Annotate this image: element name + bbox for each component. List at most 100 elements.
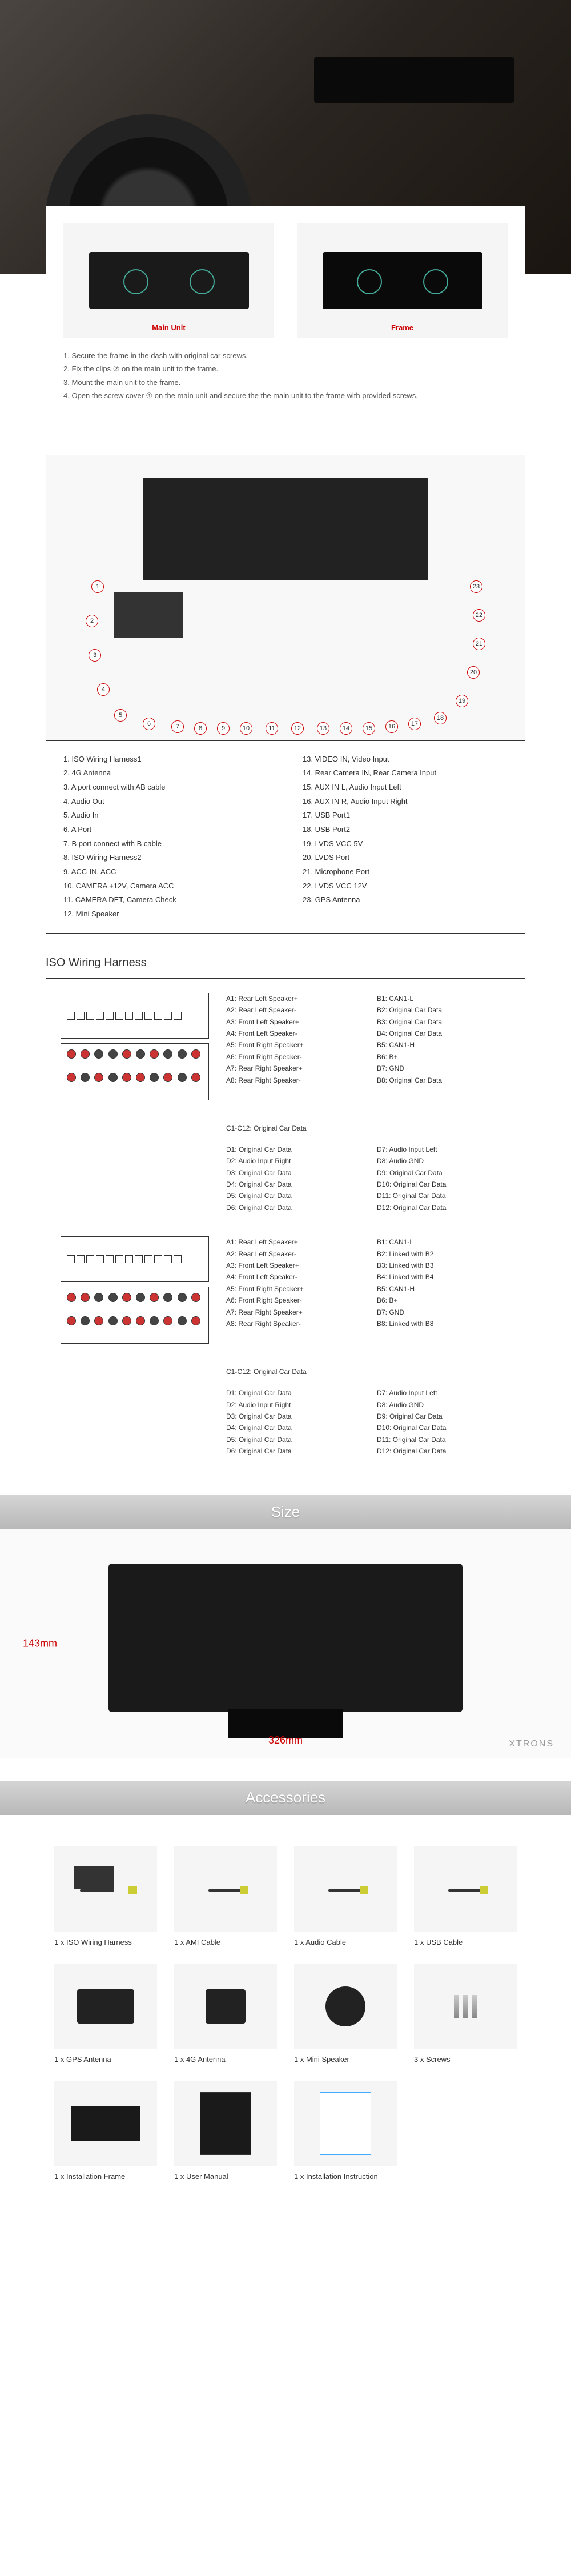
pin-label: A4: Front Left Speaker- <box>226 1028 360 1039</box>
pin-label: B3: Original Car Data <box>377 1016 510 1028</box>
iso2-col-d1: D1: Original Car Data D2: Audio Input Ri… <box>226 1387 360 1457</box>
pin-label: D8: Audio GND <box>377 1399 510 1411</box>
accessory-label: 1 x AMI Cable <box>174 1938 277 1946</box>
accessory-label: 1 x ISO Wiring Harness <box>54 1938 157 1946</box>
connector-item: 7. B port connect with B cable <box>63 837 268 851</box>
pin-label: D5: Original Car Data <box>226 1190 360 1201</box>
pin-label: A3: Front Left Speaker+ <box>226 1016 360 1028</box>
pin-label: D3: Original Car Data <box>226 1167 360 1179</box>
accessory-item: 1 x 4G Antenna <box>166 1955 286 2072</box>
frame-image: Frame <box>297 223 508 338</box>
pin-label: D2: Audio Input Right <box>226 1399 360 1411</box>
accessory-label: 1 x Installation Instruction <box>294 2172 397 2181</box>
connector-item: 4. Audio Out <box>63 795 268 809</box>
connector-item: 5. Audio In <box>63 808 268 823</box>
accessory-label: 1 x Mini Speaker <box>294 2055 397 2064</box>
pin-label: A5: Front Right Speaker+ <box>226 1039 360 1051</box>
iso-row-2: A1: Rear Left Speaker+ A2: Rear Left Spe… <box>61 1236 510 1351</box>
install-step: 2. Fix the clips ② on the main unit to t… <box>63 362 508 375</box>
size-header: Size <box>0 1495 571 1529</box>
iso2-col-a: A1: Rear Left Speaker+ A2: Rear Left Spe… <box>226 1236 360 1351</box>
pin-label: B4: Linked with B4 <box>377 1271 510 1283</box>
accessory-label: 3 x Screws <box>414 2055 517 2064</box>
height-dimension: 143mm <box>23 1637 57 1649</box>
pin-label: D5: Original Car Data <box>226 1434 360 1445</box>
pin-label: B7: GND <box>377 1307 510 1318</box>
pin-label: A3: Front Left Speaker+ <box>226 1260 360 1271</box>
accessory-label: 1 x 4G Antenna <box>174 2055 277 2064</box>
iso-diagram-1 <box>61 993 209 1107</box>
pin-label: A1: Rear Left Speaker+ <box>226 1236 360 1248</box>
pin-label: B1: CAN1-L <box>377 993 510 1004</box>
accessory-item: 1 x Installation Instruction <box>286 2072 405 2189</box>
pin-label: D7: Audio Input Left <box>377 1387 510 1399</box>
connector-item: 8. ISO Wiring Harness2 <box>63 851 268 865</box>
brand-label: XTRONS <box>509 1739 554 1749</box>
accessory-label: 1 x User Manual <box>174 2172 277 2181</box>
pin-label: D9: Original Car Data <box>377 1167 510 1179</box>
install-step: 1. Secure the frame in the dash with ori… <box>63 349 508 362</box>
pin-label: D7: Audio Input Left <box>377 1144 510 1155</box>
pin-label: D9: Original Car Data <box>377 1411 510 1422</box>
pin-label: A7: Rear Right Speaker+ <box>226 1307 360 1318</box>
wiring-section: 1 2 3 4 5 6 7 8 9 10 11 12 13 14 15 16 1… <box>46 455 525 934</box>
accessory-item: 1 x ISO Wiring Harness <box>46 1838 166 1955</box>
connector-item: 21. Microphone Port <box>303 865 508 879</box>
accessory-item: 1 x AMI Cable <box>166 1838 286 1955</box>
width-dimension: 326mm <box>268 1734 303 1746</box>
pin-label: D2: Audio Input Right <box>226 1155 360 1167</box>
iso1-col-d1: D1: Original Car Data D2: Audio Input Ri… <box>226 1144 360 1213</box>
connector-item: 12. Mini Speaker <box>63 907 268 922</box>
accessories-grid: 1 x ISO Wiring Harness 1 x AMI Cable 1 x… <box>0 1815 571 2212</box>
iso1-c-header: C1-C12: Original Car Data <box>226 1124 510 1132</box>
iso2-col-d2: D7: Audio Input Left D8: Audio GND D9: O… <box>377 1387 510 1457</box>
install-steps: 1. Secure the frame in the dash with ori… <box>63 349 508 403</box>
pin-label: A5: Front Right Speaker+ <box>226 1283 360 1295</box>
connector-item: 3. A port connect with AB cable <box>63 780 268 795</box>
iso1-col-d2: D7: Audio Input Left D8: Audio GND D9: O… <box>377 1144 510 1213</box>
size-device <box>108 1564 463 1712</box>
connector-item: 16. AUX IN R, Audio Input Right <box>303 795 508 809</box>
pin-label: D6: Original Car Data <box>226 1202 360 1213</box>
pin-label: D12: Original Car Data <box>377 1202 510 1213</box>
pin-label: B4: Original Car Data <box>377 1028 510 1039</box>
pin-label: B6: B+ <box>377 1051 510 1063</box>
pin-label: D3: Original Car Data <box>226 1411 360 1422</box>
pin-label: D12: Original Car Data <box>377 1445 510 1457</box>
connector-item: 20. LVDS Port <box>303 851 508 865</box>
iso1-col-b: B1: CAN1-L B2: Original Car Data B3: Ori… <box>377 993 510 1107</box>
accessory-item: 1 x Installation Frame <box>46 2072 166 2189</box>
pin-label: D10: Original Car Data <box>377 1422 510 1433</box>
pin-label: B3: Linked with B3 <box>377 1260 510 1271</box>
connector-item: 11. CAMERA DET, Camera Check <box>63 893 268 907</box>
iso-row-1: A1: Rear Left Speaker+ A2: Rear Left Spe… <box>61 993 510 1107</box>
accessory-item: 1 x Mini Speaker <box>286 1955 405 2072</box>
pin-label: A2: Rear Left Speaker- <box>226 1248 360 1260</box>
pin-label: A8: Rear Right Speaker- <box>226 1318 360 1329</box>
connector-item: 13. VIDEO IN, Video Input <box>303 752 508 767</box>
connector-item: 1. ISO Wiring Harness1 <box>63 752 268 767</box>
pin-label: B6: B+ <box>377 1295 510 1306</box>
pin-label: D8: Audio GND <box>377 1155 510 1167</box>
iso1-col-a: A1: Rear Left Speaker+ A2: Rear Left Spe… <box>226 993 360 1107</box>
pin-label: A6: Front Right Speaker- <box>226 1051 360 1063</box>
pin-label: A4: Front Left Speaker- <box>226 1271 360 1283</box>
connector-item: 18. USB Port2 <box>303 823 508 837</box>
accessory-item: 1 x User Manual <box>166 2072 286 2189</box>
accessory-item: 1 x Audio Cable <box>286 1838 405 1955</box>
pin-label: A2: Rear Left Speaker- <box>226 1004 360 1016</box>
pin-label: A7: Rear Right Speaker+ <box>226 1063 360 1074</box>
pin-label: B7: GND <box>377 1063 510 1074</box>
pin-label: D4: Original Car Data <box>226 1179 360 1190</box>
wiring-photo: 1 2 3 4 5 6 7 8 9 10 11 12 13 14 15 16 1… <box>46 455 525 740</box>
frame-label: Frame <box>391 323 413 332</box>
accessory-label: 1 x GPS Antenna <box>54 2055 157 2064</box>
pin-label: D10: Original Car Data <box>377 1179 510 1190</box>
connector-item: 2. 4G Antenna <box>63 766 268 780</box>
iso-title: ISO Wiring Harness <box>46 956 525 969</box>
iso2-col-b: B1: CAN1-L B2: Linked with B2 B3: Linked… <box>377 1236 510 1351</box>
pin-label: B2: Linked with B2 <box>377 1248 510 1260</box>
pin-label: B5: CAN1-H <box>377 1039 510 1051</box>
pin-label: A1: Rear Left Speaker+ <box>226 993 360 1004</box>
connector-item: 17. USB Port1 <box>303 808 508 823</box>
